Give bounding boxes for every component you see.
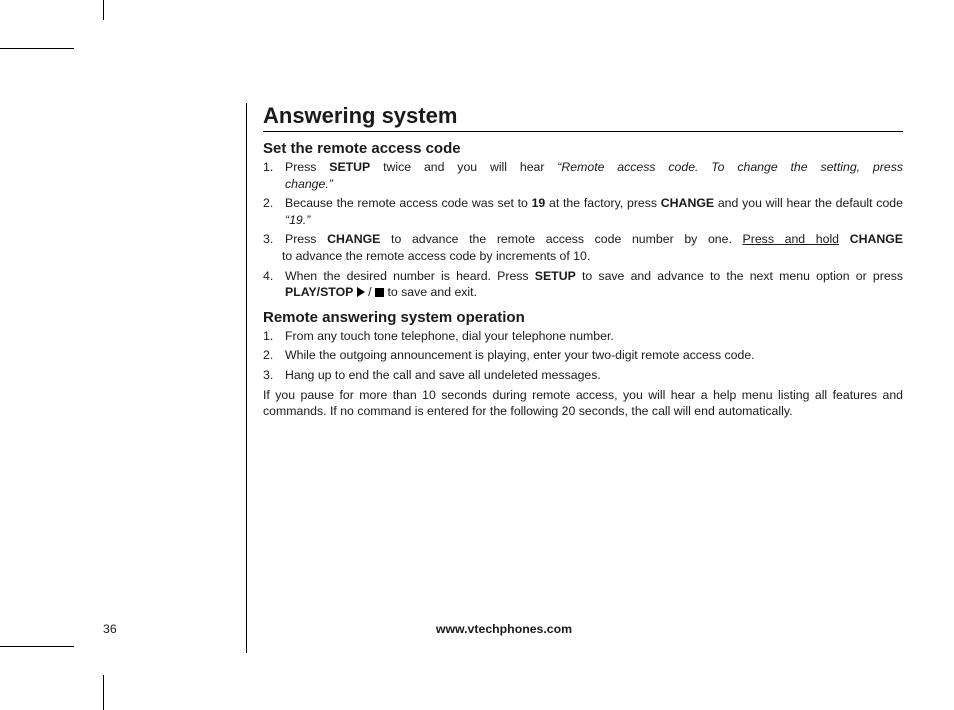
text: twice and you will hear — [370, 160, 557, 174]
text — [839, 232, 850, 246]
text: and you will hear the default code — [714, 196, 903, 210]
text-italic: “Remote access code. To change the setti… — [557, 160, 903, 174]
text-underline: Press and hold — [743, 232, 840, 246]
text: Press — [285, 160, 329, 174]
list-item: Because the remote access code was set t… — [263, 195, 903, 228]
text-italic: “19.” — [285, 213, 310, 227]
text: When the desired number is heard. Press — [285, 269, 535, 283]
play-icon — [357, 287, 365, 297]
text: Because the remote access code was set t… — [285, 196, 532, 210]
text: at the factory, press — [545, 196, 661, 210]
section-heading: Remote answering system operation — [263, 309, 903, 326]
text: to advance the remote access code by inc… — [282, 248, 590, 265]
steps-list: Press SETUP twice and you will hear “Rem… — [263, 159, 903, 301]
text-bold: CHANGE — [327, 232, 380, 246]
crop-mark — [103, 0, 104, 20]
list-item: Press SETUP twice and you will hear “Rem… — [263, 159, 903, 192]
paragraph: If you pause for more than 10 seconds du… — [263, 387, 903, 420]
text: / — [365, 285, 372, 299]
section-heading: Set the remote access code — [263, 140, 903, 157]
text: Press — [285, 232, 327, 246]
crop-mark — [103, 675, 104, 710]
text: to save and advance to the next menu opt… — [576, 269, 903, 283]
text-bold: CHANGE — [850, 232, 903, 246]
list-item: Hang up to end the call and save all und… — [263, 367, 903, 384]
list-item: Press CHANGE to advance the remote acces… — [263, 231, 903, 264]
footer-url: www.vtechphones.com — [103, 622, 905, 636]
page-title: Answering system — [263, 103, 903, 129]
text-bold: 19 — [532, 196, 546, 210]
content-area: Answering system Set the remote access c… — [263, 103, 903, 426]
page: Answering system Set the remote access c… — [103, 48, 905, 646]
steps-list: From any touch tone telephone, dial your… — [263, 328, 903, 384]
text-bold: CHANGE — [661, 196, 714, 210]
list-item: From any touch tone telephone, dial your… — [263, 328, 903, 345]
vertical-divider — [246, 103, 247, 653]
list-item: While the outgoing announcement is playi… — [263, 347, 903, 364]
text: to save and exit. — [384, 285, 477, 299]
text-bold: SETUP — [535, 269, 576, 283]
text: to advance the remote access code number… — [380, 232, 742, 246]
stop-icon — [375, 288, 384, 297]
text-bold: SETUP — [329, 160, 370, 174]
title-underline — [263, 131, 903, 132]
crop-mark — [0, 48, 74, 49]
list-item: When the desired number is heard. Press … — [263, 268, 903, 301]
crop-mark — [0, 646, 74, 647]
text-bold: PLAY/STOP — [285, 285, 353, 299]
text-italic: change.” — [285, 177, 333, 191]
